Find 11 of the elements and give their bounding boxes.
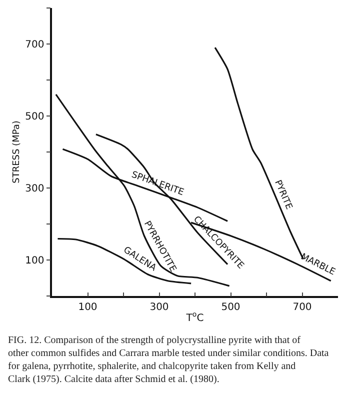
x-axis-title: T$^{o}$C [185, 310, 204, 324]
y-tick-label: 500 [25, 112, 44, 122]
caption: FIG. 12. Comparison of the strength of polycrystalline pyrite with that of other common sulfides and Carrara marble tested under similar conditions. Data for galena, pyrrhotite, sphalerite, and chalcopyrite taken from Kelly and Clark (1975). Calcite data after Schmid et al. (1980). [8, 335, 330, 385]
x-tick-label: 500 [221, 302, 240, 313]
y-tick-label: 100 [25, 256, 44, 266]
x-tick-label: 100 [78, 302, 98, 313]
y-tick-label: 300 [25, 184, 44, 194]
x-tick-label: 300 [150, 302, 169, 313]
x-tick-label: 700 [292, 302, 312, 313]
y-tick-label: 700 [25, 40, 44, 50]
y-axis-title: STRESS (MPa) [12, 120, 22, 184]
